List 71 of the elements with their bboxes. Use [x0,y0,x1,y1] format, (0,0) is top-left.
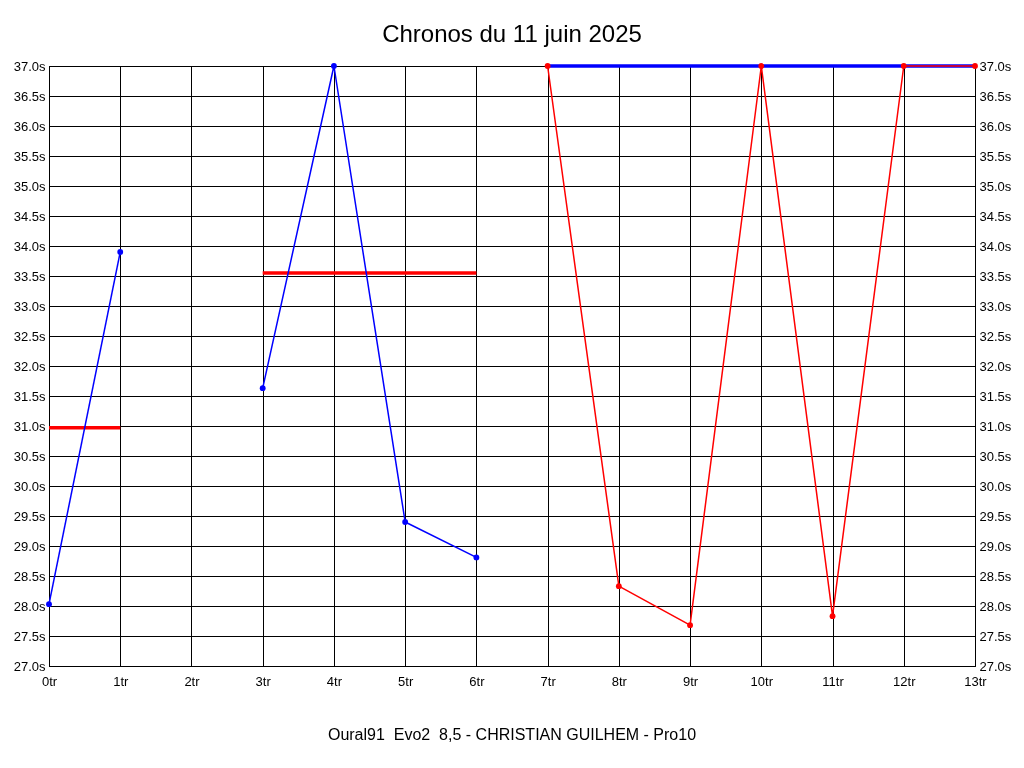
y-tick-label: 34.0s [13,238,46,254]
y-tick-label: 37.0s [13,58,46,74]
y2-tick-label: 31.5s [979,388,1012,404]
y2-tick-label: 32.0s [979,358,1012,374]
x-tick-label: 10tr [750,673,774,689]
y-tick-label: 27.0s [13,658,46,674]
point [544,63,551,69]
x-tick-label: 0tr [41,673,58,689]
x-tick-label: 9tr [682,673,699,689]
point [259,385,266,392]
y2-tick-label: 27.5s [979,628,1012,644]
x-tick-label: 2tr [184,673,201,689]
y-tick-label: 34.5s [13,208,46,224]
y-tick-label: 35.5s [13,148,46,164]
y2-tick-label: 30.0s [979,478,1012,494]
point [900,63,907,69]
y-tick-label: 30.5s [13,448,46,464]
point [758,63,765,69]
y2-tick-label: 30.5s [979,448,1012,464]
y2-tick-label: 28.5s [979,568,1012,584]
y2-tick-label: 27.0s [979,658,1012,674]
y-tick-label: 33.0s [13,298,46,314]
y2-tick-label: 37.0s [979,58,1012,74]
y2-tick-label: 36.0s [979,118,1012,134]
y2-tick-label: 33.5s [979,268,1012,284]
text: Oural91 Evo2 8,5 - CHRISTIAN GUILHEM - Pro10 [327,726,697,743]
y2-tick-label: 29.5s [979,508,1012,524]
x-tick-label: 13tr [964,673,988,689]
y-tick-label: 31.5s [13,388,46,404]
x-tick-label: 3tr [255,673,272,689]
point [473,554,480,561]
y-tick-label: 29.0s [13,538,46,554]
y2-tick-label: 31.0s [979,418,1012,434]
y-tick-label: 36.5s [13,88,46,104]
x-tick-label: 8tr [611,673,628,689]
y2-tick-label: 36.5s [979,88,1012,104]
point [331,63,337,69]
y-tick-label: 33.5s [13,268,46,284]
y2-tick-label: 34.0s [979,238,1012,254]
y-tick-label: 35.0s [13,178,46,194]
point [687,622,693,629]
point [402,519,409,525]
x-tick-label: 12tr [893,673,917,689]
y-tick-label: 36.0s [13,118,46,134]
y-tick-label: 30.0s [13,478,46,494]
y2-tick-label: 32.5s [979,328,1012,344]
y2-tick-label: 35.0s [979,178,1012,194]
x-tick-label: 6tr [469,673,486,689]
point [615,583,622,590]
point [972,63,978,69]
point [46,601,52,608]
y2-tick-label: 35.5s [979,148,1012,164]
x-tick-label: 11tr [822,673,845,689]
point [117,249,124,255]
chart-title: Chronos du 11 juin 2025 [382,20,642,47]
y-tick-label: 29.5s [13,508,46,524]
y2-tick-label: 34.5s [979,208,1012,224]
y-tick-label: 32.0s [13,358,46,374]
y-tick-label: 31.0s [13,418,46,434]
point [829,613,836,620]
x-tick-label: 4tr [326,673,343,689]
x-tick-label: 1tr [113,673,129,689]
x-tick-label: 7tr [540,673,557,689]
y2-tick-label: 29.0s [979,538,1012,554]
y-tick-label: 27.5s [13,628,46,644]
x-tick-label: 5tr [398,673,414,689]
y-tick-label: 28.0s [13,598,46,614]
y2-tick-label: 28.0s [979,598,1012,614]
y-tick-label: 28.5s [13,568,46,584]
y-tick-label: 32.5s [13,328,46,344]
y2-tick-label: 33.0s [979,298,1012,314]
